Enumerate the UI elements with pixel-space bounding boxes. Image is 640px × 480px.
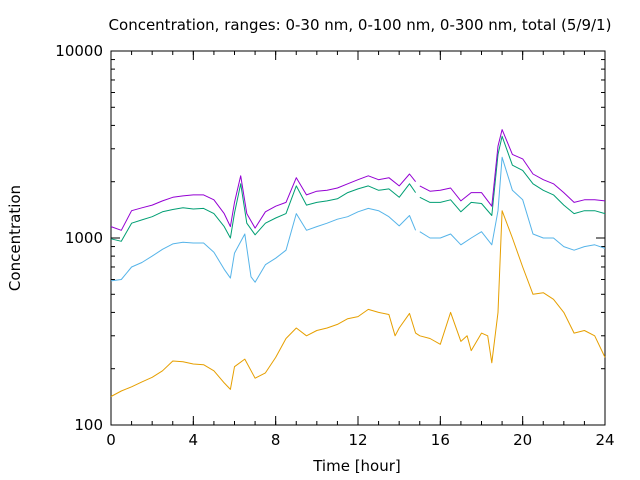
series-layer	[110, 129, 606, 397]
x-axis-label: Time [hour]	[312, 457, 401, 475]
x-tick-label: 0	[106, 431, 116, 449]
y-axis-label: Concentration	[6, 185, 24, 291]
series-line-3	[110, 183, 417, 242]
x-tick-label: 16	[431, 431, 450, 449]
x-axis-ticks: 0 4 8 12 16 20 24	[106, 51, 615, 449]
series-line-0	[110, 210, 606, 397]
chart-title: Concentration, ranges: 0-30 nm, 0-100 nm…	[109, 16, 612, 34]
x-tick-label: 8	[271, 431, 281, 449]
plot-frame	[110, 50, 606, 426]
series-line-1	[110, 207, 417, 283]
x-tick-label: 12	[348, 431, 367, 449]
series-line-6	[419, 129, 606, 207]
x-tick-label: 24	[595, 431, 614, 449]
series-line-4	[419, 135, 606, 216]
x-tick-label: 4	[189, 431, 199, 449]
y-tick-label: 10000	[55, 42, 103, 60]
y-tick-label: 100	[74, 416, 103, 434]
series-line-5	[110, 173, 416, 231]
y-tick-label: 1000	[65, 229, 103, 247]
series-line-2	[419, 156, 606, 251]
y-axis-ticks: 100 1000 10000	[55, 42, 605, 434]
x-tick-label: 20	[513, 431, 532, 449]
